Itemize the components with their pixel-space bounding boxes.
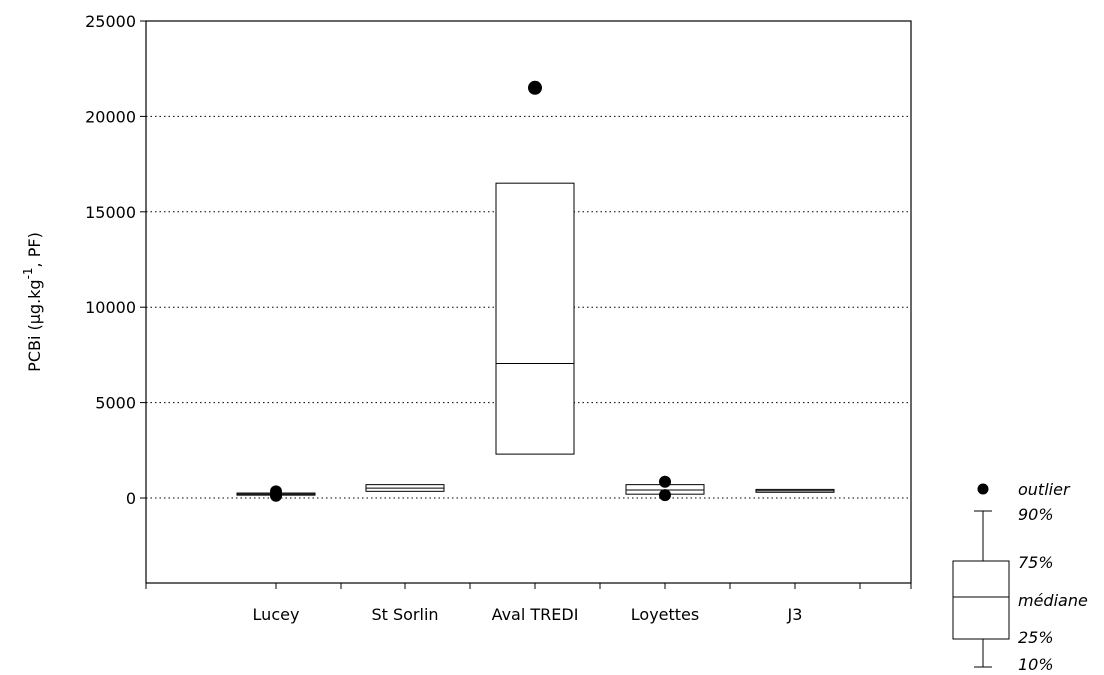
legend-p75-label: 75% [1018,553,1054,572]
x-tick-label: Lucey [253,605,300,624]
y-tick-label: 20000 [85,107,136,126]
legend-median-label: médiane [1018,591,1088,610]
box-loyettes [625,475,705,502]
y-axis-title: PCBi (µg.kg-1, PF) [21,232,44,372]
legend-outlier-marker [977,483,989,495]
x-tick-label: Aval TREDI [492,605,579,624]
legend-p90-label: 90% [1018,505,1054,524]
y-axis-title-suffix: , PF) [25,232,44,267]
x-tick-label: St Sorlin [371,605,438,624]
legend-outlier-label: outlier [1018,480,1071,499]
box-iqr [495,182,575,455]
legend-p10-label: 10% [1018,655,1054,674]
outlier-point [270,485,282,498]
y-axis-ticks: 0 5000 10000 15000 20000 25000 [85,12,146,508]
plot-area-frame [145,20,912,584]
x-tick-label: J3 [787,605,803,624]
y-axis-title-main: PCBi (µg.kg [25,279,44,371]
legend: outlier 90% 75% médiane 25% 10% [952,480,1088,674]
box-aval-tredi [495,80,575,455]
legend-box [952,560,1010,640]
y-axis-title-superscript: -1 [21,267,35,279]
y-tick-label: 5000 [95,394,136,413]
outlier-point [528,80,542,95]
y-tick-label: 25000 [85,12,136,31]
box-j3 [755,488,835,493]
box-st-sorlin [365,484,445,492]
outlier-point [659,489,671,502]
y-tick-label: 15000 [85,203,136,222]
x-tick-label: Loyettes [631,605,699,624]
outlier-point [659,475,671,488]
boxes [236,80,835,502]
x-axis-ticks: Lucey St Sorlin Aval TREDI Loyettes J3 [145,583,912,624]
y-tick-label: 10000 [85,298,136,317]
legend-p25-label: 25% [1018,628,1054,647]
box-lucey [236,485,316,502]
y-tick-label: 0 [126,489,136,508]
